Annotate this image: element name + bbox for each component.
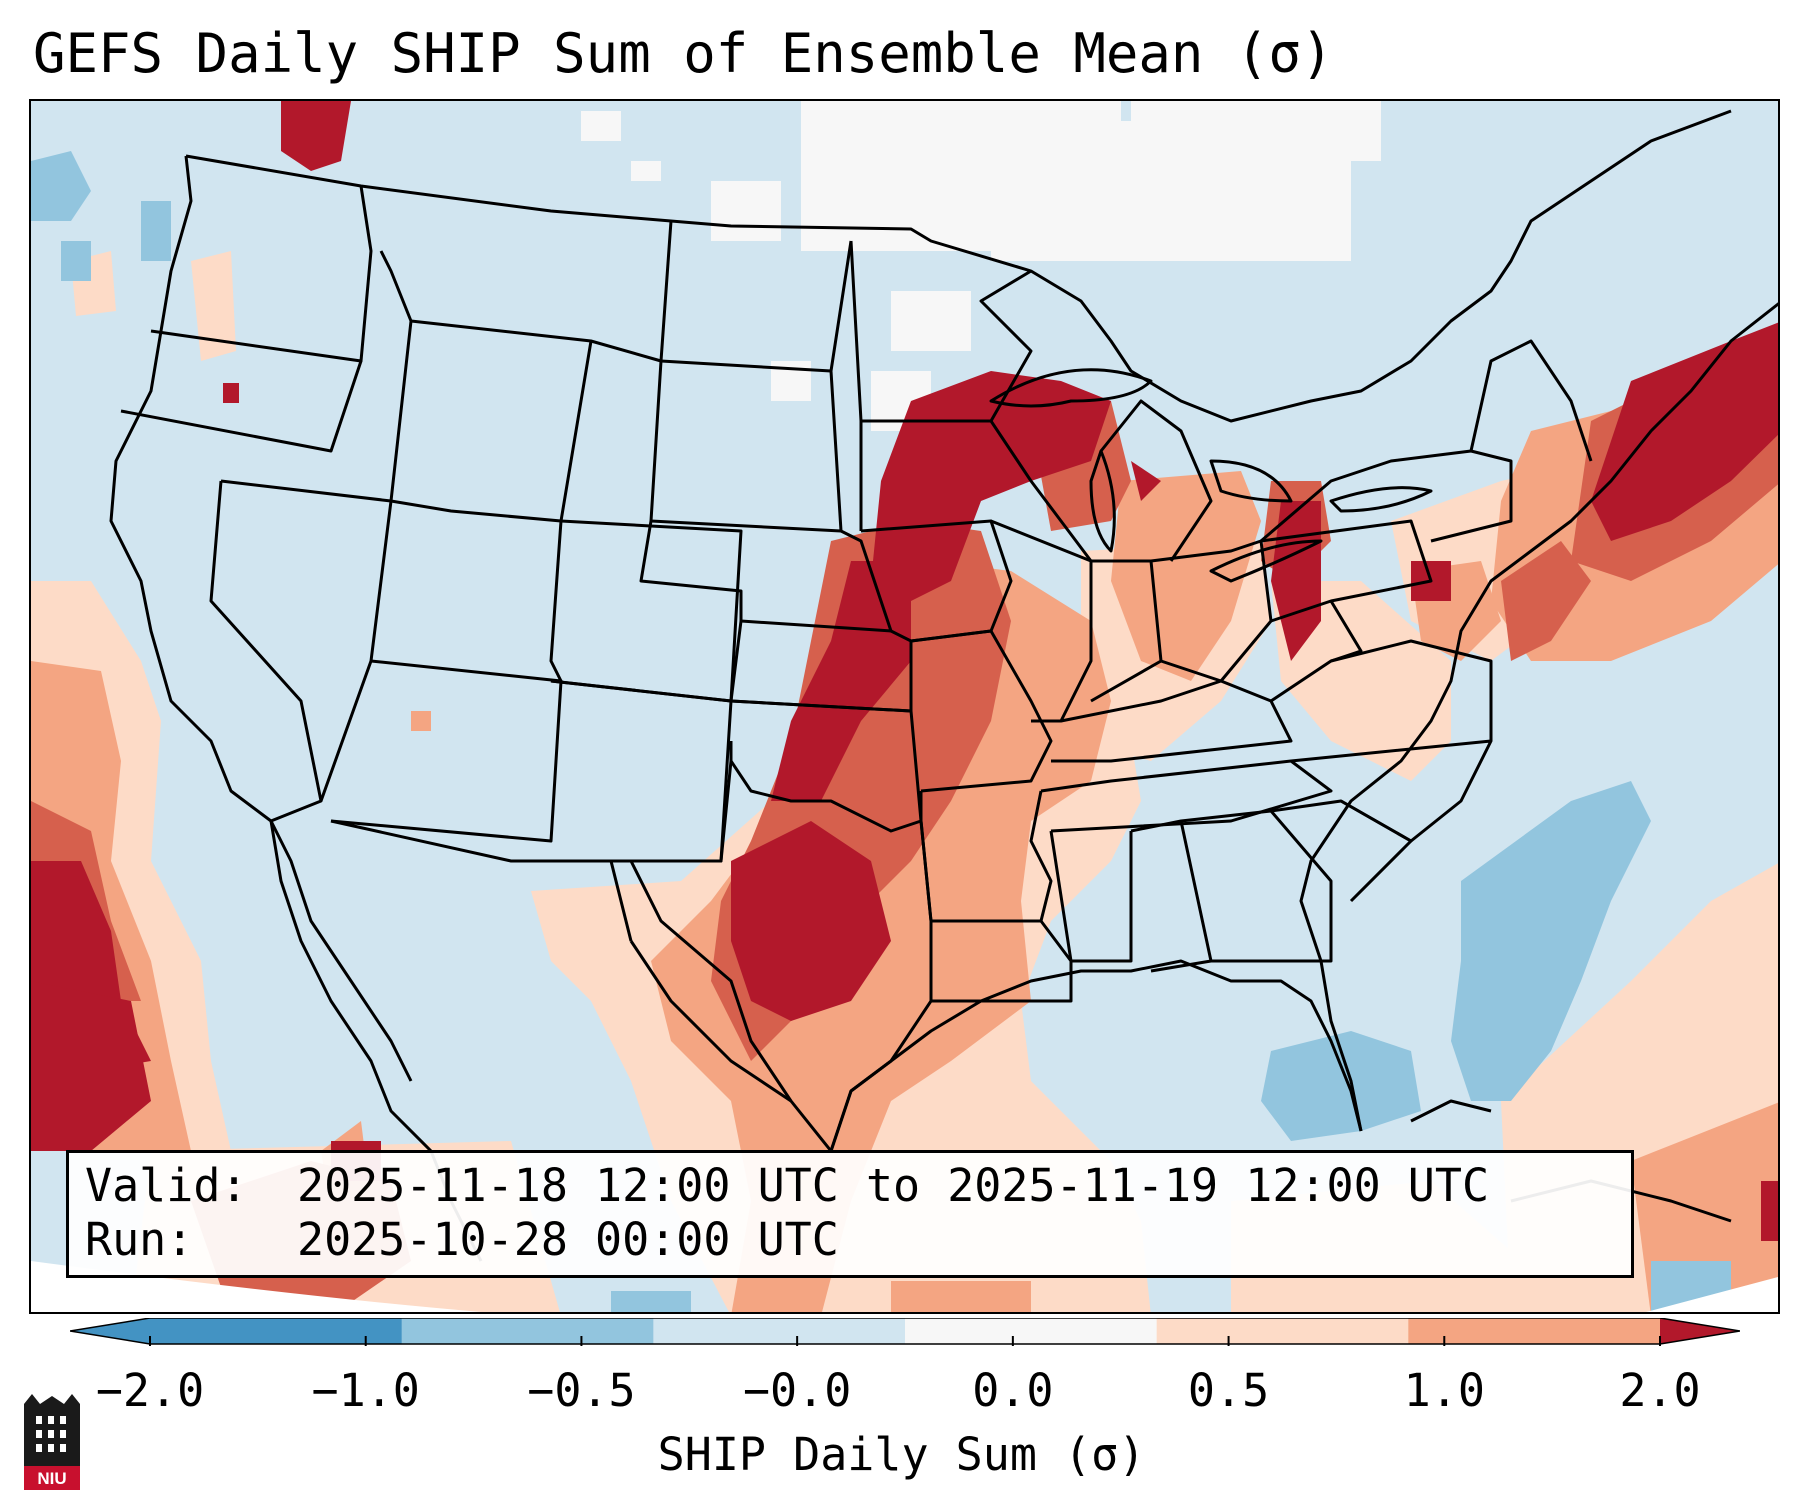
pa-border xyxy=(1260,519,1433,603)
colorbar-tick-label: 0.5 xyxy=(1187,1364,1270,1417)
lake-superior xyxy=(989,368,1153,408)
colorbar-segment xyxy=(653,1318,906,1344)
lake-michigan xyxy=(1089,449,1116,553)
ship-map xyxy=(31,101,1778,1312)
tn-border xyxy=(1040,759,1333,833)
lake-huron xyxy=(1209,459,1293,503)
valid-value: 2025-11-18 12:00 UTC to 2025-11-19 12:00… xyxy=(297,1159,1490,1212)
political-boundaries xyxy=(109,109,1778,1262)
ms-border xyxy=(1049,830,1133,963)
wy-border xyxy=(390,340,593,523)
gulf-coastline xyxy=(829,959,1363,1152)
mexico-border-west xyxy=(330,819,633,942)
chart-title: GEFS Daily SHIP Sum of Ensemble Mean (σ) xyxy=(33,22,1334,85)
nv-border xyxy=(220,479,393,802)
sd-border xyxy=(649,360,843,533)
az-border xyxy=(330,659,563,843)
mi-lower xyxy=(1099,399,1213,562)
colorbar-tick-label: 2.0 xyxy=(1619,1364,1701,1417)
colorbar-segment xyxy=(1156,1318,1409,1344)
oh-border xyxy=(1150,539,1273,683)
colorbar-tick-label: −2.0 xyxy=(95,1364,205,1417)
lake-erie xyxy=(1209,539,1323,583)
colorbar-label: SHIP Daily Sum (σ) xyxy=(657,1428,1146,1481)
valid-run-info-box: Valid: 2025-11-18 12:00 UTC to 2025-11-19… xyxy=(66,1150,1634,1278)
colorbar-segment xyxy=(150,1318,403,1344)
bahamas xyxy=(1410,1099,1492,1123)
colorbar-segment xyxy=(905,1318,1158,1344)
va-border xyxy=(1270,639,1493,741)
run-value: 2025-10-28 00:00 UTC xyxy=(297,1213,839,1266)
new-england-border xyxy=(1469,339,1593,462)
wa-border xyxy=(150,185,373,363)
colorbar-tick-label: −1.0 xyxy=(311,1364,420,1417)
ca-nv-border xyxy=(209,480,323,823)
run-label: Run: xyxy=(85,1213,194,1266)
mt-border xyxy=(410,220,673,363)
lake-ontario xyxy=(1329,486,1433,513)
colorbar-segment xyxy=(1408,1318,1661,1344)
map-panel xyxy=(29,99,1780,1314)
ok-border xyxy=(729,699,923,833)
anomaly-field-max xyxy=(31,101,1778,1241)
niu-logo-icon: NIU xyxy=(24,1394,80,1490)
canada-us-border xyxy=(185,109,1732,423)
al-border xyxy=(1130,819,1213,973)
colorbar xyxy=(70,1318,1740,1346)
colorbar-extend-high xyxy=(1660,1318,1740,1344)
colorbar-tick-label: −0.5 xyxy=(527,1364,636,1417)
baja-coast xyxy=(269,820,413,1082)
colorbar-segment xyxy=(401,1318,654,1344)
in-border xyxy=(1090,559,1163,703)
wv-border xyxy=(1270,599,1363,663)
nc-border xyxy=(1290,739,1493,843)
pacific-coastline xyxy=(109,155,483,1262)
or-border xyxy=(120,360,363,453)
colorbar-tick-label: 0.0 xyxy=(972,1364,1054,1417)
ut-co-border xyxy=(549,520,563,682)
niu-logo-text: NIU xyxy=(37,1469,66,1488)
ga-border xyxy=(1180,809,1333,963)
colorbar-extend-low xyxy=(70,1318,150,1344)
rio-grande-border xyxy=(629,940,792,1103)
wi-border xyxy=(989,420,1093,562)
anomaly-field-negative xyxy=(31,151,1731,1312)
colorbar-tick-label: −0.0 xyxy=(742,1364,852,1417)
id-border xyxy=(379,250,413,502)
no-data-corner xyxy=(1646,1277,1778,1312)
neutral-field-region xyxy=(581,101,1381,431)
la-border xyxy=(929,920,1073,1003)
colorbar-tick-label: 1.0 xyxy=(1403,1364,1485,1417)
il-border xyxy=(990,519,1093,723)
no-data-corner-west xyxy=(31,1261,482,1312)
valid-label: Valid: xyxy=(85,1159,248,1212)
mn-east-border xyxy=(861,269,1033,423)
